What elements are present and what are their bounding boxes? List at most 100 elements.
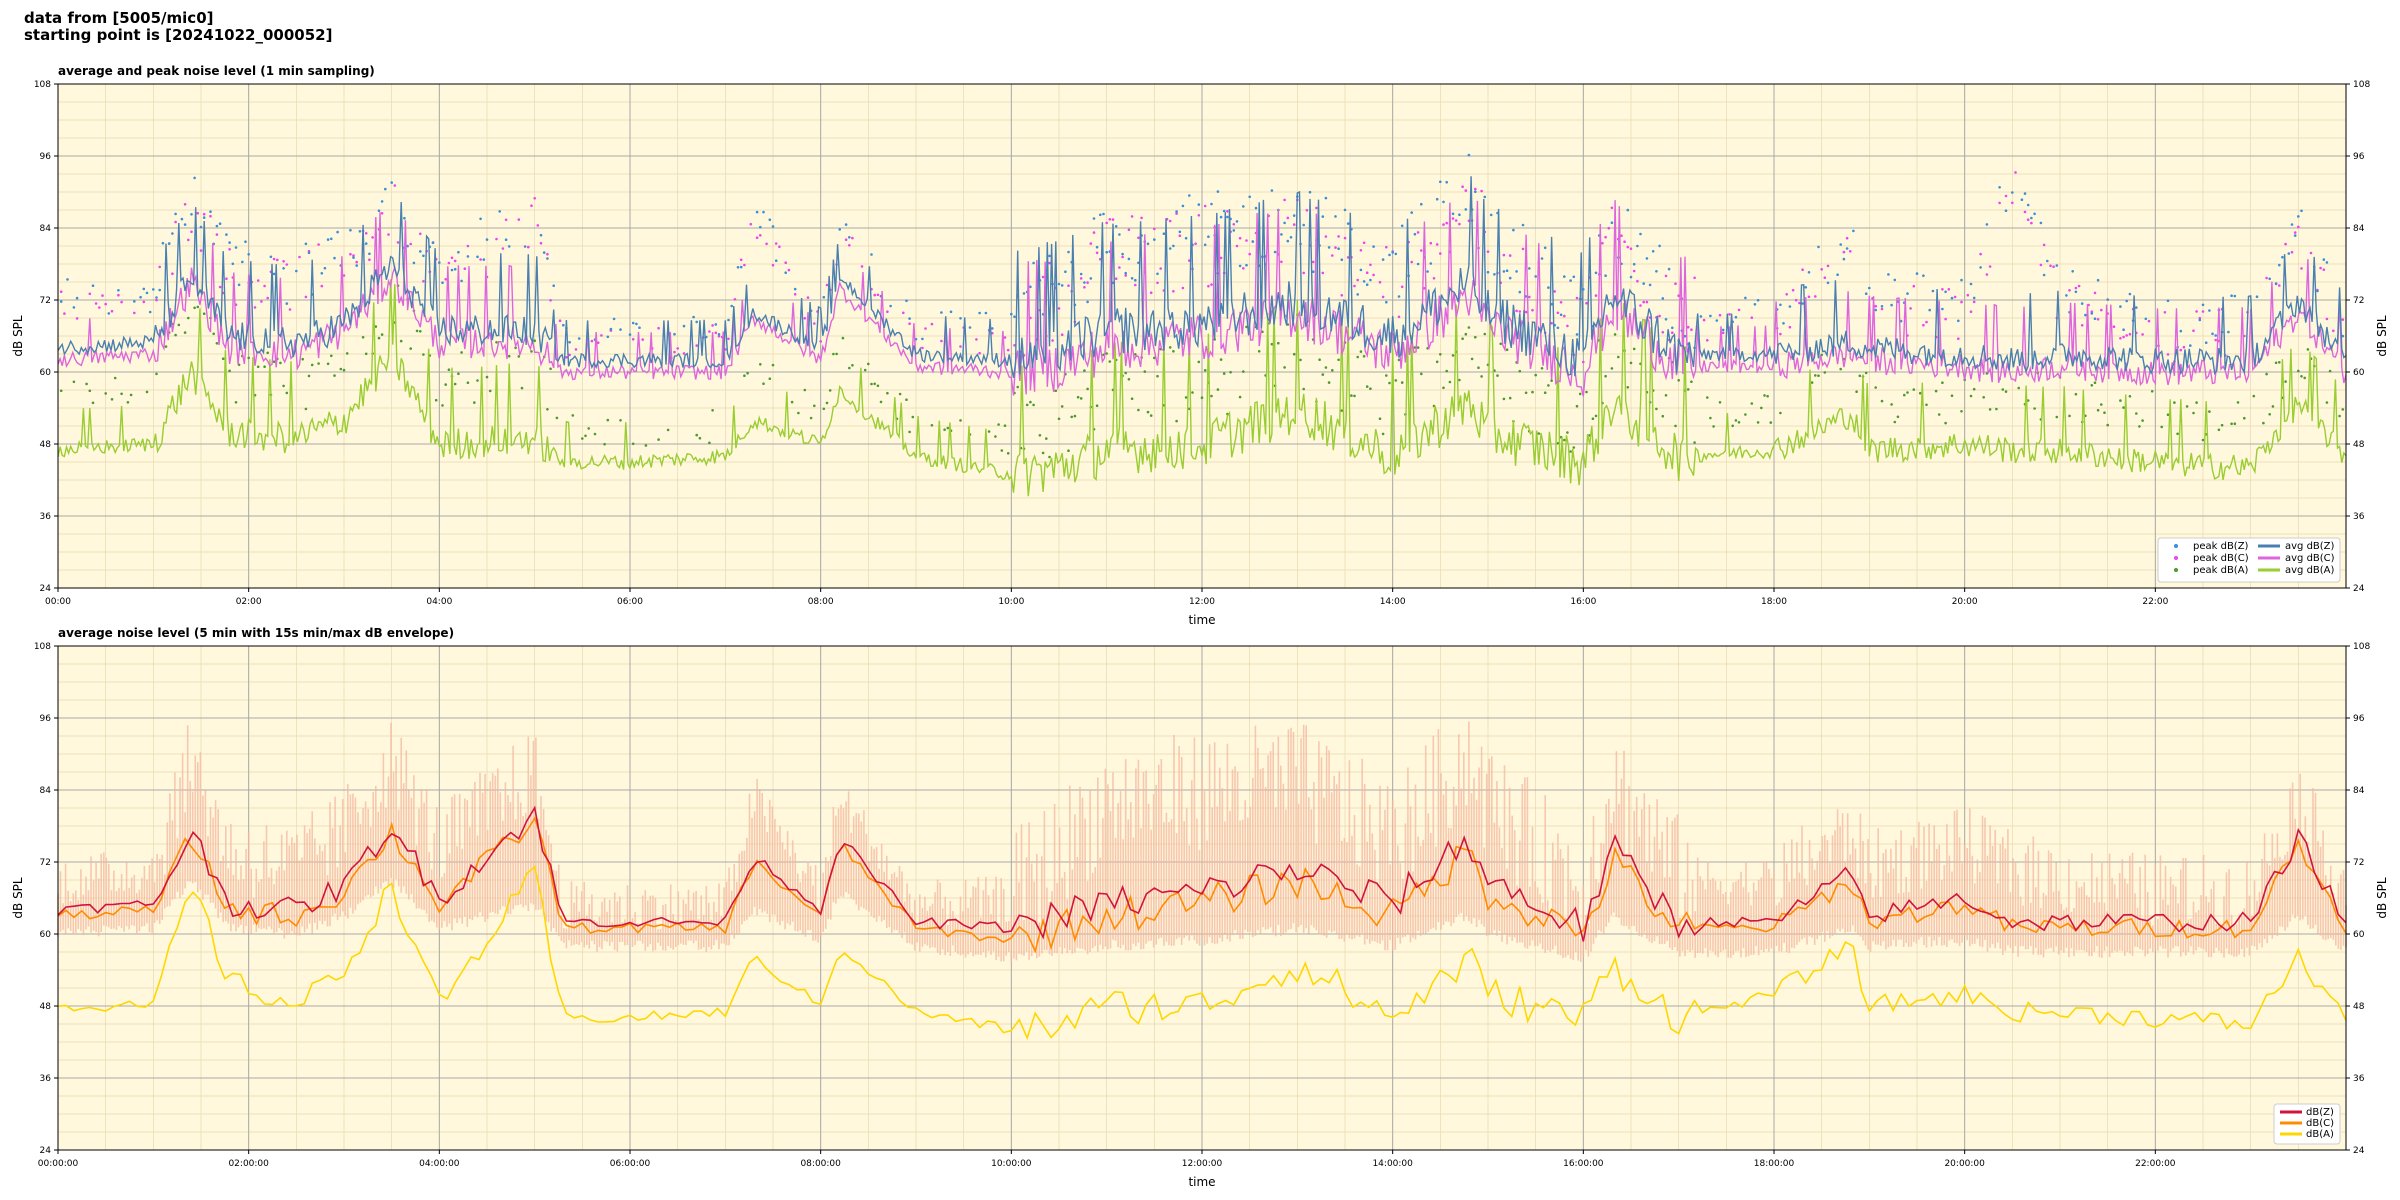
peak-point [676,347,679,350]
peak-point [1715,319,1719,322]
peak-point [1067,449,1070,453]
peak-point [218,285,222,289]
peak-point [129,393,133,397]
peak-point [1760,406,1763,410]
peak-point [476,379,479,382]
peak-point [2074,286,2078,290]
peak-point [797,411,800,415]
peak-point [419,232,422,236]
peak-point [2173,401,2176,404]
y-tick-label-right: 24 [2353,584,2365,594]
peak-point [2138,425,2141,428]
peak-point [1025,403,1029,407]
peak-point [1845,247,1849,250]
peak-point [231,262,235,266]
y-tick-label-right: 60 [2353,930,2365,940]
peak-point [339,367,343,371]
peak-point [288,308,292,311]
peak-point [1559,313,1563,317]
peak-point [1226,215,1229,219]
legend-marker [2174,544,2178,548]
peak-point [1416,231,1420,234]
peak-point [1817,374,1820,378]
peak-point [2182,345,2186,349]
peak-point [1693,276,1696,280]
peak-point [1585,390,1588,394]
peak-point [113,376,117,380]
peak-point [1502,270,1506,273]
peak-point [1543,246,1547,250]
peak-point [228,369,231,373]
peak-point [91,284,95,288]
peak-point [498,210,502,213]
peak-point [298,255,301,259]
peak-point [1108,218,1112,221]
peak-point [444,278,448,281]
peak-point [1464,189,1468,192]
peak-point [307,374,311,378]
peak-point [1210,202,1213,206]
peak-point [574,348,578,351]
y-tick-label: 84 [40,786,52,796]
chart-title: average noise level (5 min with 15s min/… [58,626,454,640]
peak-point [1988,265,1992,268]
y-tick-label-right: 36 [2353,512,2365,522]
peak-point [2290,250,2294,254]
peak-point [1277,341,1280,345]
peak-point [371,236,374,239]
peak-point [253,306,257,309]
peak-point [743,263,746,267]
peak-point [1388,381,1391,385]
peak-point [822,295,826,299]
peak-point [924,327,927,330]
peak-point [1610,206,1614,210]
peak-point [1032,403,1035,407]
peak-point [1810,381,1814,384]
peak-point [577,337,581,340]
peak-point [558,319,562,323]
peak-point [1006,452,1010,455]
peak-point [1750,316,1754,320]
peak-point [1604,235,1607,239]
peak-point [295,269,298,273]
peak-point [1966,293,1970,297]
peak-point [755,210,759,214]
peak-point [2141,419,2144,422]
peak-point [736,266,740,269]
peak-point [1378,280,1382,284]
peak-point [975,338,978,341]
peak-point [905,299,908,303]
peak-point [530,204,533,207]
peak-point [457,372,460,376]
peak-point [1248,252,1251,256]
peak-point [403,216,406,220]
peak-point [908,317,911,320]
peak-point [2065,294,2068,297]
peak-point [155,372,158,376]
peak-point [2281,255,2284,259]
peak-point [2278,361,2281,364]
peak-point [183,331,187,334]
peak-point [1229,370,1232,374]
peak-point [2338,414,2341,418]
peak-point [2230,294,2233,298]
peak-point [2284,242,2287,246]
peak-point [2166,353,2170,356]
peak-point [2039,221,2043,225]
peak-point [692,315,695,319]
peak-point [1045,437,1048,440]
peak-point [1569,450,1572,453]
peak-point [1477,366,1480,370]
peak-point [600,334,603,337]
peak-point [1623,240,1626,243]
peak-point [241,260,244,264]
peak-point [838,228,841,231]
peak-point [1671,331,1674,335]
peak-point [1445,369,1448,373]
peak-point [1699,315,1703,318]
peak-point [1324,366,1328,369]
peak-point [2316,289,2319,293]
peak-point [285,302,289,305]
peak-point [1172,350,1175,353]
peak-point [1439,353,1442,356]
